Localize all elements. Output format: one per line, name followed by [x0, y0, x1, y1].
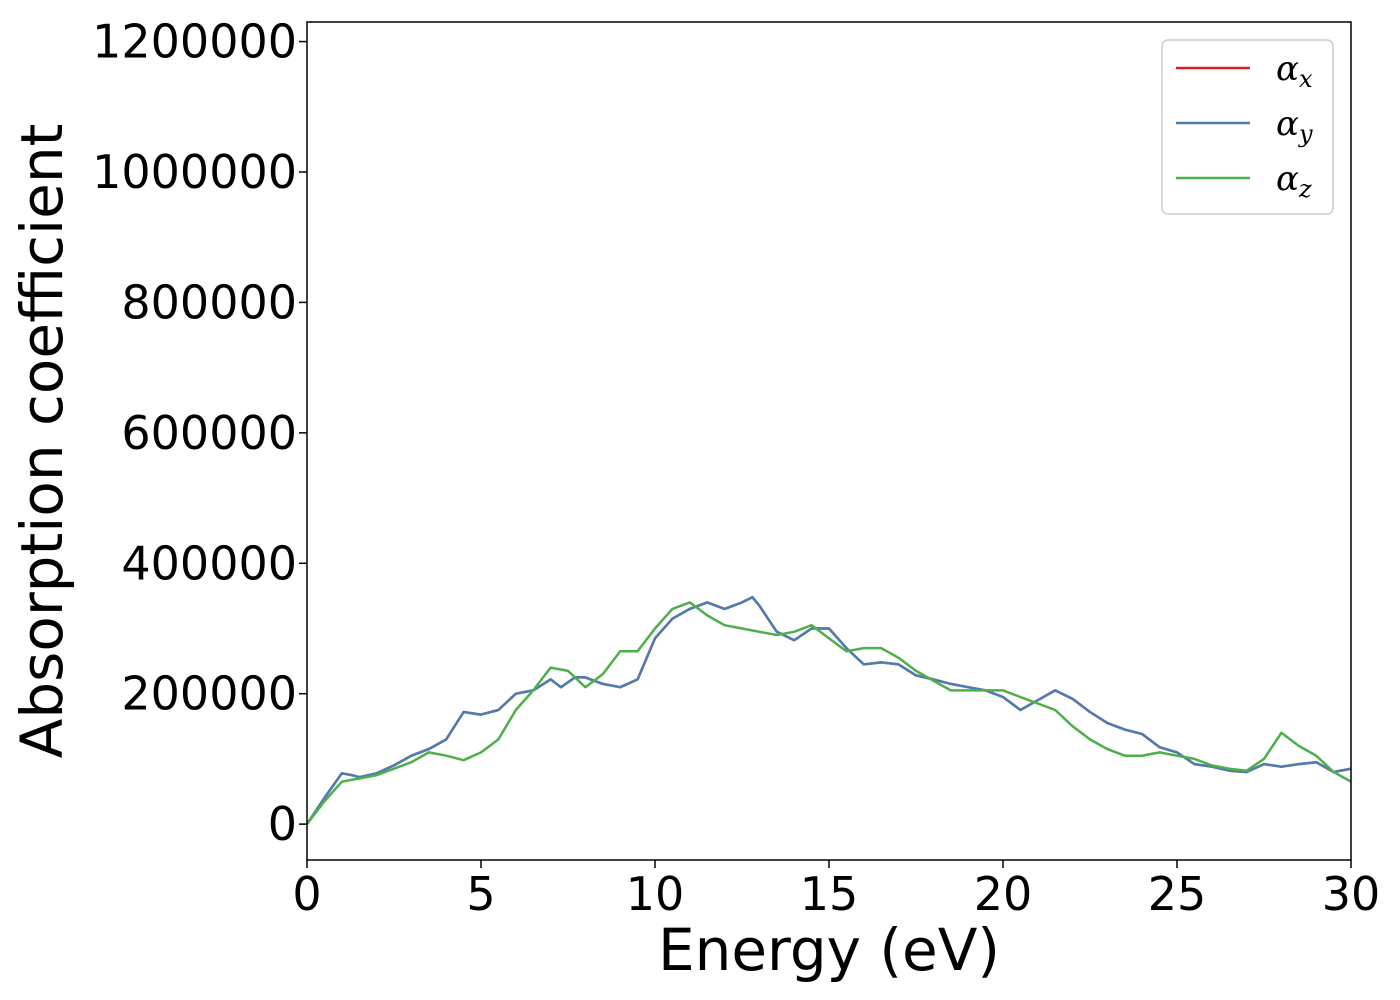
legend-label-z: αz — [1276, 159, 1312, 203]
x-tick-label: 0 — [292, 867, 321, 921]
legend-box — [1161, 39, 1334, 215]
legend: αx αy αz — [1161, 39, 1334, 215]
y-tick-label: 0 — [268, 797, 297, 851]
series-layer — [307, 595, 1351, 826]
x-tick-label: 20 — [974, 867, 1033, 921]
legend-label-x: αx — [1276, 49, 1313, 93]
series-line-y — [307, 595, 1351, 826]
y-tick-label: 600000 — [121, 406, 297, 460]
x-tick-label: 5 — [466, 867, 495, 921]
y-tick-label: 800000 — [121, 275, 297, 329]
y-axis-title: Absorption coefficient — [8, 124, 76, 759]
ticks-layer: 0 5 10 15 20 25 30 0 200000 400000 600000 800000 100… — [92, 15, 1380, 921]
x-tick-label: 15 — [800, 867, 859, 921]
x-tick-label: 10 — [626, 867, 685, 921]
x-axis-title: Energy (eV) — [658, 916, 1000, 984]
legend-label-y: αy — [1276, 104, 1313, 148]
y-tick-label: 1200000 — [92, 15, 297, 69]
x-tick-label: 25 — [1148, 867, 1207, 921]
y-tick-label: 1000000 — [92, 145, 297, 199]
series-line-z — [307, 601, 1351, 826]
y-tick-label: 400000 — [121, 536, 297, 590]
series-line-x — [307, 595, 1351, 826]
y-tick-label: 200000 — [121, 667, 297, 721]
x-tick-label: 30 — [1322, 867, 1381, 921]
